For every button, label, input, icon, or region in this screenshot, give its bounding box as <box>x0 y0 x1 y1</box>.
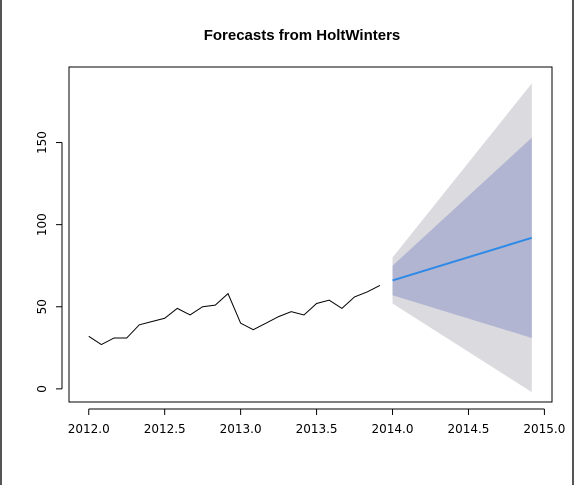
forecast-80-interval-band <box>392 137 532 338</box>
x-tick-label: 2013.5 <box>296 422 338 436</box>
y-tick-label: 150 <box>35 131 49 154</box>
forecast-mean-line <box>392 236 533 282</box>
x-tick-label: 2013.0 <box>220 422 262 436</box>
x-tick-label: 2012.5 <box>144 422 186 436</box>
x-tick-label: 2014.5 <box>447 422 489 436</box>
chart-title: Forecasts from HoltWinters <box>204 27 401 44</box>
x-tick-label: 2015.0 <box>523 422 565 436</box>
x-axis: 2012.0 2012.5 2013.0 2013.5 2014.0 2014.5 2015… <box>68 408 565 436</box>
x-tick-label: 2014.0 <box>372 422 414 436</box>
observed-series-line <box>88 284 381 346</box>
y-tick-label: 50 <box>35 299 49 314</box>
y-tick-label: 0 <box>35 385 49 393</box>
plot-area-border <box>68 66 553 403</box>
x-tick-label: 2012.0 <box>68 422 110 436</box>
y-axis: 0 50 100 150 <box>35 131 63 393</box>
y-tick-label: 100 <box>35 213 49 236</box>
